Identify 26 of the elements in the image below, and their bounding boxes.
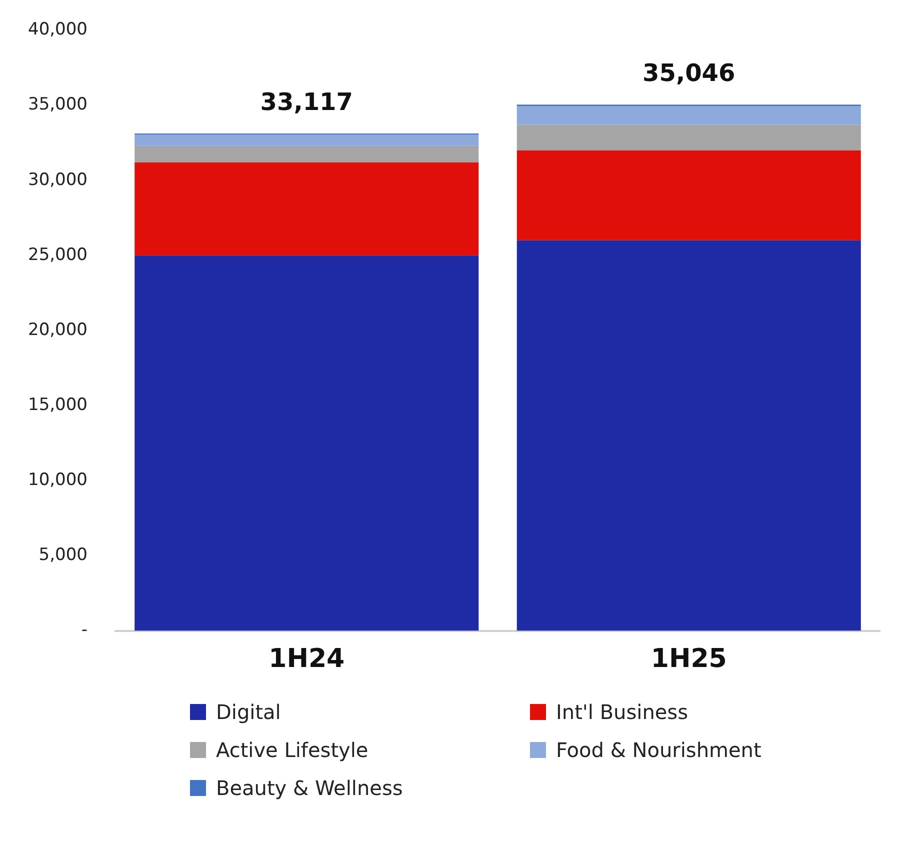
y-tick-label: 15,000 xyxy=(28,394,88,415)
total-label: 35,046 xyxy=(642,58,736,87)
bar xyxy=(134,134,479,146)
y-tick-label: - xyxy=(81,620,88,640)
total-label: 33,117 xyxy=(260,88,353,116)
bar xyxy=(134,146,479,162)
bar xyxy=(516,106,861,125)
bar xyxy=(516,124,861,150)
y-tick-label: 25,000 xyxy=(28,244,88,265)
legend-label: Food & Nourishment xyxy=(556,738,762,762)
y-tick-label: 35,000 xyxy=(28,94,88,115)
y-tick-label: 10,000 xyxy=(28,470,88,490)
x-tick-label: 1H25 xyxy=(650,644,727,674)
y-tick-label: 20,000 xyxy=(28,320,88,340)
legend-label: Digital xyxy=(216,700,281,724)
bar xyxy=(516,150,861,240)
bar xyxy=(516,240,861,631)
legend-label: Int'l Business xyxy=(556,700,688,724)
legend-label: Active Lifestyle xyxy=(216,738,368,762)
bar xyxy=(134,162,479,256)
y-tick-label: 40,000 xyxy=(28,20,88,40)
bar xyxy=(134,255,479,631)
x-tick-label: 1H24 xyxy=(268,644,345,674)
legend-label: Beauty & Wellness xyxy=(216,776,403,800)
y-tick-label: 5,000 xyxy=(38,545,88,566)
y-tick-label: 30,000 xyxy=(28,170,88,190)
